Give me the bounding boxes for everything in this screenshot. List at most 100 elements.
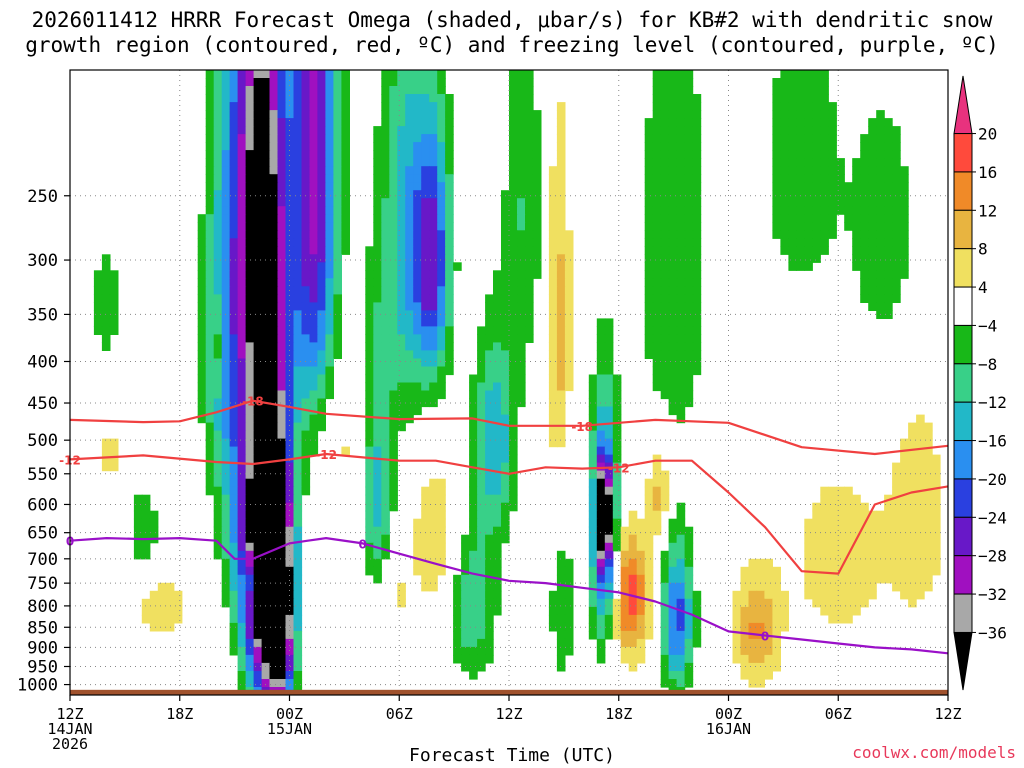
site-credit[interactable]: coolwx.com/models bbox=[852, 743, 1016, 762]
omega-cell bbox=[373, 286, 382, 295]
omega-cell bbox=[788, 118, 797, 127]
omega-cell bbox=[892, 198, 901, 207]
omega-cell bbox=[237, 350, 247, 359]
omega-cell bbox=[173, 614, 183, 624]
omega-cell bbox=[413, 102, 422, 111]
omega-cell bbox=[485, 470, 494, 480]
omega-cell bbox=[676, 230, 686, 239]
omega-cell bbox=[293, 70, 303, 79]
omega-cell bbox=[229, 150, 239, 159]
omega-cell bbox=[317, 158, 326, 167]
omega-cell bbox=[365, 438, 374, 448]
omega-cell bbox=[756, 654, 765, 664]
omega-cell bbox=[884, 278, 893, 287]
omega-cell bbox=[469, 382, 478, 392]
omega-cell bbox=[820, 486, 829, 496]
omega-cell bbox=[237, 534, 247, 544]
omega-cell bbox=[253, 582, 263, 592]
omega-cell bbox=[692, 278, 702, 287]
omega-cell bbox=[269, 126, 279, 135]
omega-cell bbox=[365, 374, 374, 384]
omega-cell bbox=[229, 246, 239, 255]
omega-cell bbox=[269, 142, 279, 151]
omega-cell bbox=[604, 590, 614, 600]
omega-cell bbox=[548, 294, 558, 303]
omega-cell bbox=[101, 326, 111, 335]
omega-cell bbox=[692, 270, 702, 279]
omega-cell bbox=[269, 430, 279, 440]
omega-cell bbox=[381, 406, 390, 416]
omega-cell bbox=[836, 486, 845, 496]
omega-cell bbox=[261, 606, 271, 616]
omega-cell bbox=[676, 142, 686, 151]
omega-cell bbox=[844, 542, 853, 552]
omega-cell bbox=[221, 486, 231, 496]
omega-cell bbox=[317, 174, 326, 183]
omega-cell bbox=[668, 638, 678, 648]
omega-cell bbox=[836, 198, 845, 207]
omega-cell bbox=[916, 558, 925, 568]
omega-cell bbox=[684, 326, 694, 335]
omega-cell bbox=[389, 406, 398, 416]
omega-cell bbox=[429, 326, 438, 335]
omega-cell bbox=[604, 574, 614, 584]
omega-cell bbox=[668, 222, 678, 231]
omega-cell bbox=[652, 374, 662, 384]
omega-cell bbox=[493, 478, 502, 488]
omega-cell bbox=[596, 438, 606, 448]
omega-cell bbox=[732, 622, 742, 632]
omega-cell bbox=[245, 518, 255, 528]
omega-cell bbox=[828, 190, 837, 199]
omega-cell bbox=[437, 70, 446, 79]
omega-cell bbox=[381, 142, 390, 151]
omega-cell bbox=[245, 78, 255, 87]
omega-cell bbox=[221, 366, 231, 376]
omega-cell bbox=[868, 222, 877, 231]
omega-cell bbox=[269, 526, 279, 536]
omega-cell bbox=[221, 102, 231, 111]
omega-cell bbox=[820, 190, 829, 199]
omega-cell bbox=[644, 590, 654, 600]
omega-cell bbox=[293, 86, 303, 95]
omega-cell bbox=[828, 606, 837, 616]
omega-cell bbox=[413, 190, 422, 199]
omega-cell bbox=[756, 638, 765, 648]
omega-cell bbox=[405, 382, 414, 392]
omega-cell bbox=[237, 118, 247, 127]
omega-cell bbox=[692, 262, 702, 271]
omega-cell bbox=[213, 254, 223, 263]
omega-cell bbox=[437, 366, 446, 376]
omega-cell bbox=[660, 350, 670, 359]
omega-cell bbox=[644, 526, 654, 536]
omega-cell bbox=[277, 174, 287, 183]
omega-cell bbox=[493, 302, 502, 311]
omega-cell bbox=[517, 182, 526, 191]
omega-cell bbox=[892, 486, 901, 496]
omega-cell bbox=[660, 470, 670, 480]
omega-cell bbox=[892, 158, 901, 167]
omega-cell bbox=[93, 278, 103, 287]
omega-cell bbox=[229, 390, 239, 400]
omega-cell bbox=[860, 294, 869, 303]
omega-cell bbox=[668, 102, 678, 111]
omega-cell bbox=[237, 142, 247, 151]
omega-cell bbox=[365, 286, 374, 295]
omega-cell bbox=[93, 270, 103, 279]
omega-cell bbox=[892, 286, 901, 295]
omega-cell bbox=[692, 254, 702, 263]
omega-cell bbox=[221, 302, 231, 311]
omega-cell bbox=[596, 406, 606, 416]
omega-cell bbox=[644, 334, 654, 343]
omega-cell bbox=[285, 94, 295, 103]
omega-cell bbox=[636, 574, 646, 584]
omega-cell bbox=[556, 214, 566, 223]
omega-cell bbox=[421, 246, 430, 255]
omega-cell bbox=[229, 278, 239, 287]
omega-cell bbox=[397, 238, 406, 247]
omega-cell bbox=[501, 358, 510, 368]
omega-cell bbox=[612, 446, 622, 456]
omega-cell bbox=[301, 134, 311, 143]
omega-cell bbox=[740, 574, 750, 584]
omega-cell bbox=[221, 166, 231, 175]
omega-cell bbox=[237, 574, 247, 584]
